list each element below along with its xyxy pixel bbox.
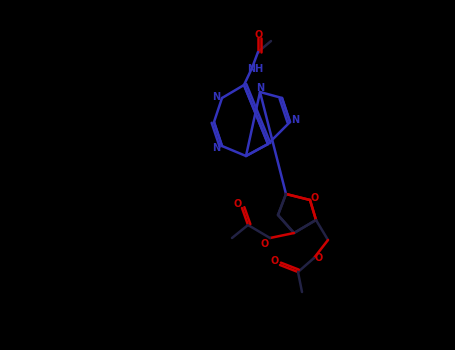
- Text: N: N: [212, 92, 220, 102]
- Text: O: O: [315, 253, 323, 263]
- Text: O: O: [261, 239, 269, 249]
- Text: N: N: [291, 115, 299, 125]
- Text: O: O: [255, 30, 263, 40]
- Text: O: O: [271, 256, 279, 266]
- Text: N: N: [212, 143, 220, 153]
- Text: O: O: [311, 193, 319, 203]
- Text: O: O: [234, 199, 242, 209]
- Text: NH: NH: [247, 64, 263, 74]
- Text: N: N: [256, 83, 264, 93]
